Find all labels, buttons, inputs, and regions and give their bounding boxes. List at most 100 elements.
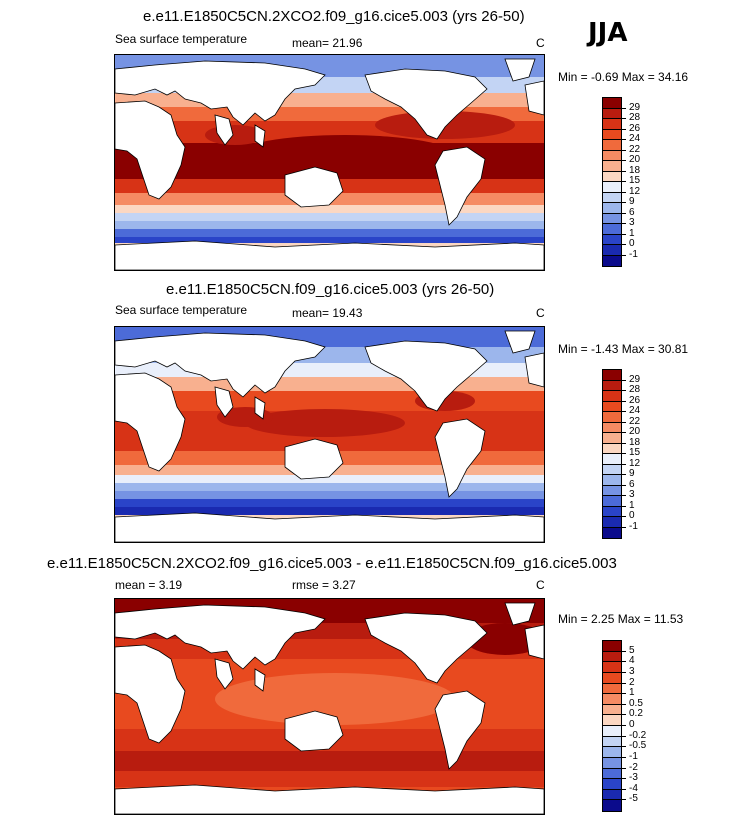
panel3-colorbar-tick (622, 778, 626, 780)
panel1-colorbar-tick (622, 128, 626, 130)
panel2-colorbar-swatch (603, 401, 621, 412)
panel1-colorbar-swatch (603, 98, 621, 109)
panel2-colorbar-swatch (603, 475, 621, 486)
panel3-colorbar-tick (622, 714, 626, 716)
panel2-colorbar-swatch (603, 485, 621, 496)
panel1-title: e.e11.E1850C5CN.2XCO2.f09_g16.cice5.003 … (143, 8, 525, 25)
panel2-title: e.e11.E1850C5CN.f09_g16.cice5.003 (yrs 2… (166, 281, 495, 298)
panel1-colorbar-label: 22 (629, 143, 641, 155)
panel2-colorbar-swatch (603, 464, 621, 475)
panel2-colorbar-swatch (603, 454, 621, 465)
panel1-colorbar-label: 24 (629, 133, 641, 144)
panel3-colorbar-tick (622, 746, 626, 748)
panel3-colorbar-tick (622, 661, 626, 663)
panel3-colorbar-swatch (603, 672, 621, 684)
panel3-colorbar-tick (622, 671, 626, 673)
panel3-colorbar-label: -0.5 (629, 740, 647, 752)
panel3-colorbar-swatch (603, 641, 621, 652)
panel1-colorbar-tick (622, 223, 626, 224)
panel2-colorbar (602, 369, 622, 539)
panel2-colorbar-tick (622, 474, 626, 475)
panel3-title: e.e11.E1850C5CN.2XCO2.f09_g16.cice5.003 … (47, 555, 617, 572)
panel1-colorbar-label: 3 (629, 217, 635, 228)
panel1-colorbar-label: 26 (629, 122, 641, 134)
panel1-colorbar-label: 0 (629, 238, 635, 249)
panel3-colorbar-label: -2 (629, 761, 638, 773)
panel1-colorbar-swatch (603, 192, 621, 203)
panel1-colorbar-tick (622, 202, 626, 203)
panel1-colorbar-label: 28 (629, 112, 641, 123)
panel3-colorbar-swatch (603, 789, 621, 801)
panel2-colorbar-tick (622, 484, 626, 486)
panel3-colorbar-label: 4 (629, 655, 635, 667)
panel3-map-svg (115, 599, 544, 814)
panel3-colorbar-tick (622, 756, 626, 758)
panel3-colorbar-swatch (603, 757, 621, 769)
panel3-colorbar-label: -5 (629, 793, 638, 805)
panel1-colorbar-label: -1 (629, 248, 638, 260)
panel3-map (114, 598, 545, 815)
panel1-map-svg (115, 55, 544, 270)
panel2-minmax: Min = -1.43 Max = 30.81 (558, 342, 689, 356)
panel3-colorbar-tick (622, 682, 626, 684)
panel1-colorbar-label: 9 (629, 196, 635, 207)
panel3-colorbar-tick (622, 799, 626, 801)
panel2-colorbar-label: 6 (629, 478, 635, 490)
panel2-colorbar-swatch (603, 527, 621, 538)
panel2-colorbar-label: 9 (629, 468, 635, 479)
panel3-colorbar-tick (622, 693, 626, 695)
panel1-colorbar-tick (622, 139, 626, 140)
panel3-colorbar-label: 2 (629, 676, 635, 688)
panel2-colorbar-label: 20 (629, 426, 641, 437)
panel2-colorbar-swatch (603, 506, 621, 517)
panel3-colorbar (602, 640, 622, 812)
panel2-colorbar-label: 15 (629, 447, 641, 458)
panel2-colorbar-label: 0 (629, 510, 635, 521)
panel3-colorbar-label: -0.2 (629, 729, 647, 741)
panel1-colorbar (602, 97, 622, 267)
panel1-colorbar-swatch (603, 182, 621, 193)
season-label: JJA (588, 18, 628, 48)
panel1-colorbar-tick (622, 244, 626, 245)
panel2-mean: mean= 19.43 (292, 306, 363, 320)
panel2-colorbar-label: 22 (629, 415, 641, 427)
panel1-colorbar-tick (622, 160, 626, 161)
panel2-colorbar-label: 24 (629, 405, 641, 416)
panel3-units: C (536, 578, 545, 592)
panel3-colorbar-swatch (603, 736, 621, 748)
panel2-variable: Sea surface temperature (115, 303, 248, 317)
panel3-rmse: rmse = 3.27 (292, 578, 356, 592)
panel3-colorbar-tick (622, 650, 626, 652)
panel1-colorbar-label: 1 (629, 227, 635, 239)
panel2-colorbar-tick (622, 495, 626, 496)
panel1-map (114, 54, 545, 271)
panel1-colorbar-swatch (603, 140, 621, 151)
panel1-colorbar-swatch (603, 129, 621, 140)
panel1-colorbar-label: 6 (629, 206, 635, 218)
panel3-colorbar-tick (622, 735, 626, 737)
panel1-colorbar-tick (622, 149, 626, 151)
panel2-colorbar-tick (622, 432, 626, 433)
panel2-colorbar-swatch (603, 380, 621, 391)
panel3-colorbar-swatch (603, 779, 621, 790)
panel2-colorbar-label: -1 (629, 520, 638, 532)
panel3-colorbar-tick (622, 788, 626, 790)
panel2-colorbar-tick (622, 421, 626, 423)
panel3-mean: mean = 3.19 (115, 578, 183, 592)
panel2-units: C (536, 306, 545, 320)
panel1-colorbar-tick (622, 170, 626, 172)
panel2-map-svg (115, 327, 544, 542)
panel1-colorbar-swatch (603, 161, 621, 172)
panel1-colorbar-label: 20 (629, 154, 641, 165)
panel1-colorbar-swatch (603, 108, 621, 119)
panel3-colorbar-label: 3 (629, 665, 635, 677)
panel1-units: C (536, 36, 545, 50)
panel1-colorbar-swatch (603, 255, 621, 266)
panel3-minmax: Min = 2.25 Max = 11.53 (558, 612, 684, 626)
panel2-colorbar-tick (622, 411, 626, 412)
panel3-colorbar-swatch (603, 768, 621, 780)
panel1-colorbar-tick (622, 254, 626, 256)
panel1-minmax: Min = -0.69 Max = 34.16 (558, 70, 689, 84)
panel2-colorbar-tick (622, 516, 626, 517)
panel2-colorbar-tick (622, 379, 626, 381)
